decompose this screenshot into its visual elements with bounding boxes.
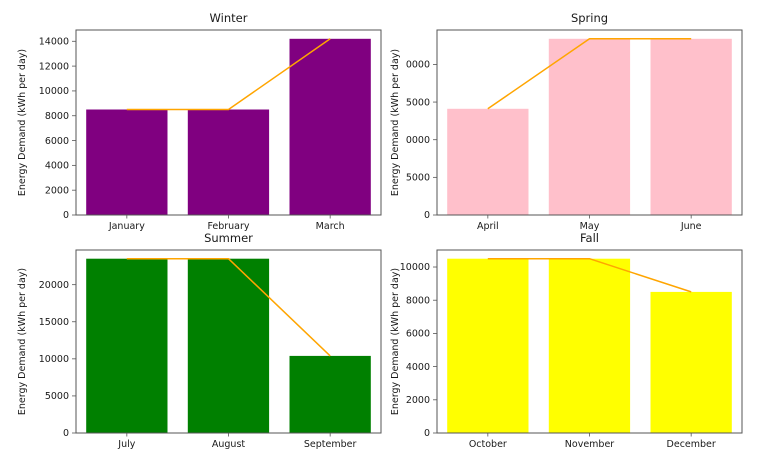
fall-y-tick-label: 8000 (406, 295, 430, 306)
fall-bar-november (548, 258, 631, 433)
summer-x-tick-label-september: September (304, 439, 357, 450)
fall-bar-december (650, 291, 732, 433)
spring-y-tick-label: 0 (424, 210, 430, 221)
summer-trend-line (126, 257, 331, 357)
summer-title: Summer (204, 231, 253, 245)
summer-ylabel: Energy Demand (kWh per day) (17, 268, 28, 415)
chart-spring: April May June 0 5000 0000 5000 0000 Spring Energ… (390, 11, 743, 232)
spring-x-tick-label-may: May (580, 221, 600, 232)
fall-y-tick-label: 4000 (406, 362, 430, 373)
spring-y-tick-label: 0000 (406, 60, 430, 71)
fall-plot-frame (436, 249, 743, 434)
fall-y-tick-label: 2000 (406, 395, 430, 406)
winter-y-tick-label: 2000 (45, 185, 69, 196)
winter-x-tick-label-march: March (316, 221, 345, 232)
spring-y-tick-label: 5000 (406, 97, 430, 108)
fall-bar-october (447, 258, 529, 433)
winter-plot-frame (75, 29, 382, 216)
spring-x-tick-label-april: April (477, 221, 499, 232)
spring-bar-april (447, 108, 529, 215)
spring-y-tick-label: 0000 (406, 135, 430, 146)
winter-title: Winter (210, 11, 248, 25)
summer-x-tick-label-july: July (117, 439, 135, 450)
winter-x-tick-label-january: January (108, 221, 145, 232)
fall-x-tick-label-november: November (565, 439, 615, 450)
fall-trend-line (487, 257, 692, 293)
fall-y-tick-label: 10000 (400, 262, 430, 273)
summer-y-tick-label: 0 (63, 428, 69, 439)
summer-y-tick-label: 15000 (39, 317, 69, 328)
summer-y-tick-label: 20000 (39, 280, 69, 291)
spring-x-tick-label-june: June (680, 221, 702, 232)
winter-y-tick-label: 14000 (39, 36, 69, 47)
winter-y-tick-label: 4000 (45, 161, 69, 172)
winter-y-tick-label: 8000 (45, 111, 69, 122)
winter-ylabel: Energy Demand (kWh per day) (17, 49, 28, 196)
spring-title: Spring (571, 11, 608, 25)
summer-x-tick-label-august: August (212, 439, 246, 450)
winter-bar-march (289, 38, 371, 215)
winter-y-tick-label: 0 (63, 210, 69, 221)
winter-trend-line (126, 38, 331, 111)
spring-y-tick-label: 5000 (406, 173, 430, 184)
spring-ylabel: Energy Demand (kWh per day) (390, 49, 401, 196)
winter-x-tick-label-february: February (207, 221, 249, 232)
winter-bar-january (86, 109, 168, 215)
spring-plot-frame (436, 29, 743, 216)
spring-bar-may (548, 38, 631, 215)
fall-y-tick-label: 0 (424, 428, 430, 439)
winter-y-tick-label: 6000 (45, 136, 69, 147)
spring-trend-line (487, 38, 692, 110)
summer-plot-frame (75, 249, 382, 434)
fall-title: Fall (580, 231, 599, 245)
summer-y-tick-label: 5000 (45, 391, 69, 402)
winter-bar-february (187, 109, 270, 215)
chart-summer: July August September 0 5000 10000 15000 20000 S… (17, 231, 382, 450)
fall-ylabel: Energy Demand (kWh per day) (390, 268, 401, 415)
summer-bar-july (86, 258, 168, 433)
fall-y-tick-label: 6000 (406, 329, 430, 340)
summer-bar-august (187, 258, 270, 433)
summer-bar-september (289, 355, 371, 433)
chart-winter: January February March 0 2000 4000 6000 8000 100… (17, 11, 382, 232)
winter-y-tick-label: 12000 (39, 61, 69, 72)
summer-y-tick-label: 10000 (39, 354, 69, 365)
chart-fall: October November December 0 2000 4000 6000 8000… (390, 231, 743, 450)
winter-y-tick-label: 10000 (39, 86, 69, 97)
spring-bar-june (650, 38, 732, 215)
fall-x-tick-label-december: December (667, 439, 716, 450)
fall-x-tick-label-october: October (469, 439, 507, 450)
